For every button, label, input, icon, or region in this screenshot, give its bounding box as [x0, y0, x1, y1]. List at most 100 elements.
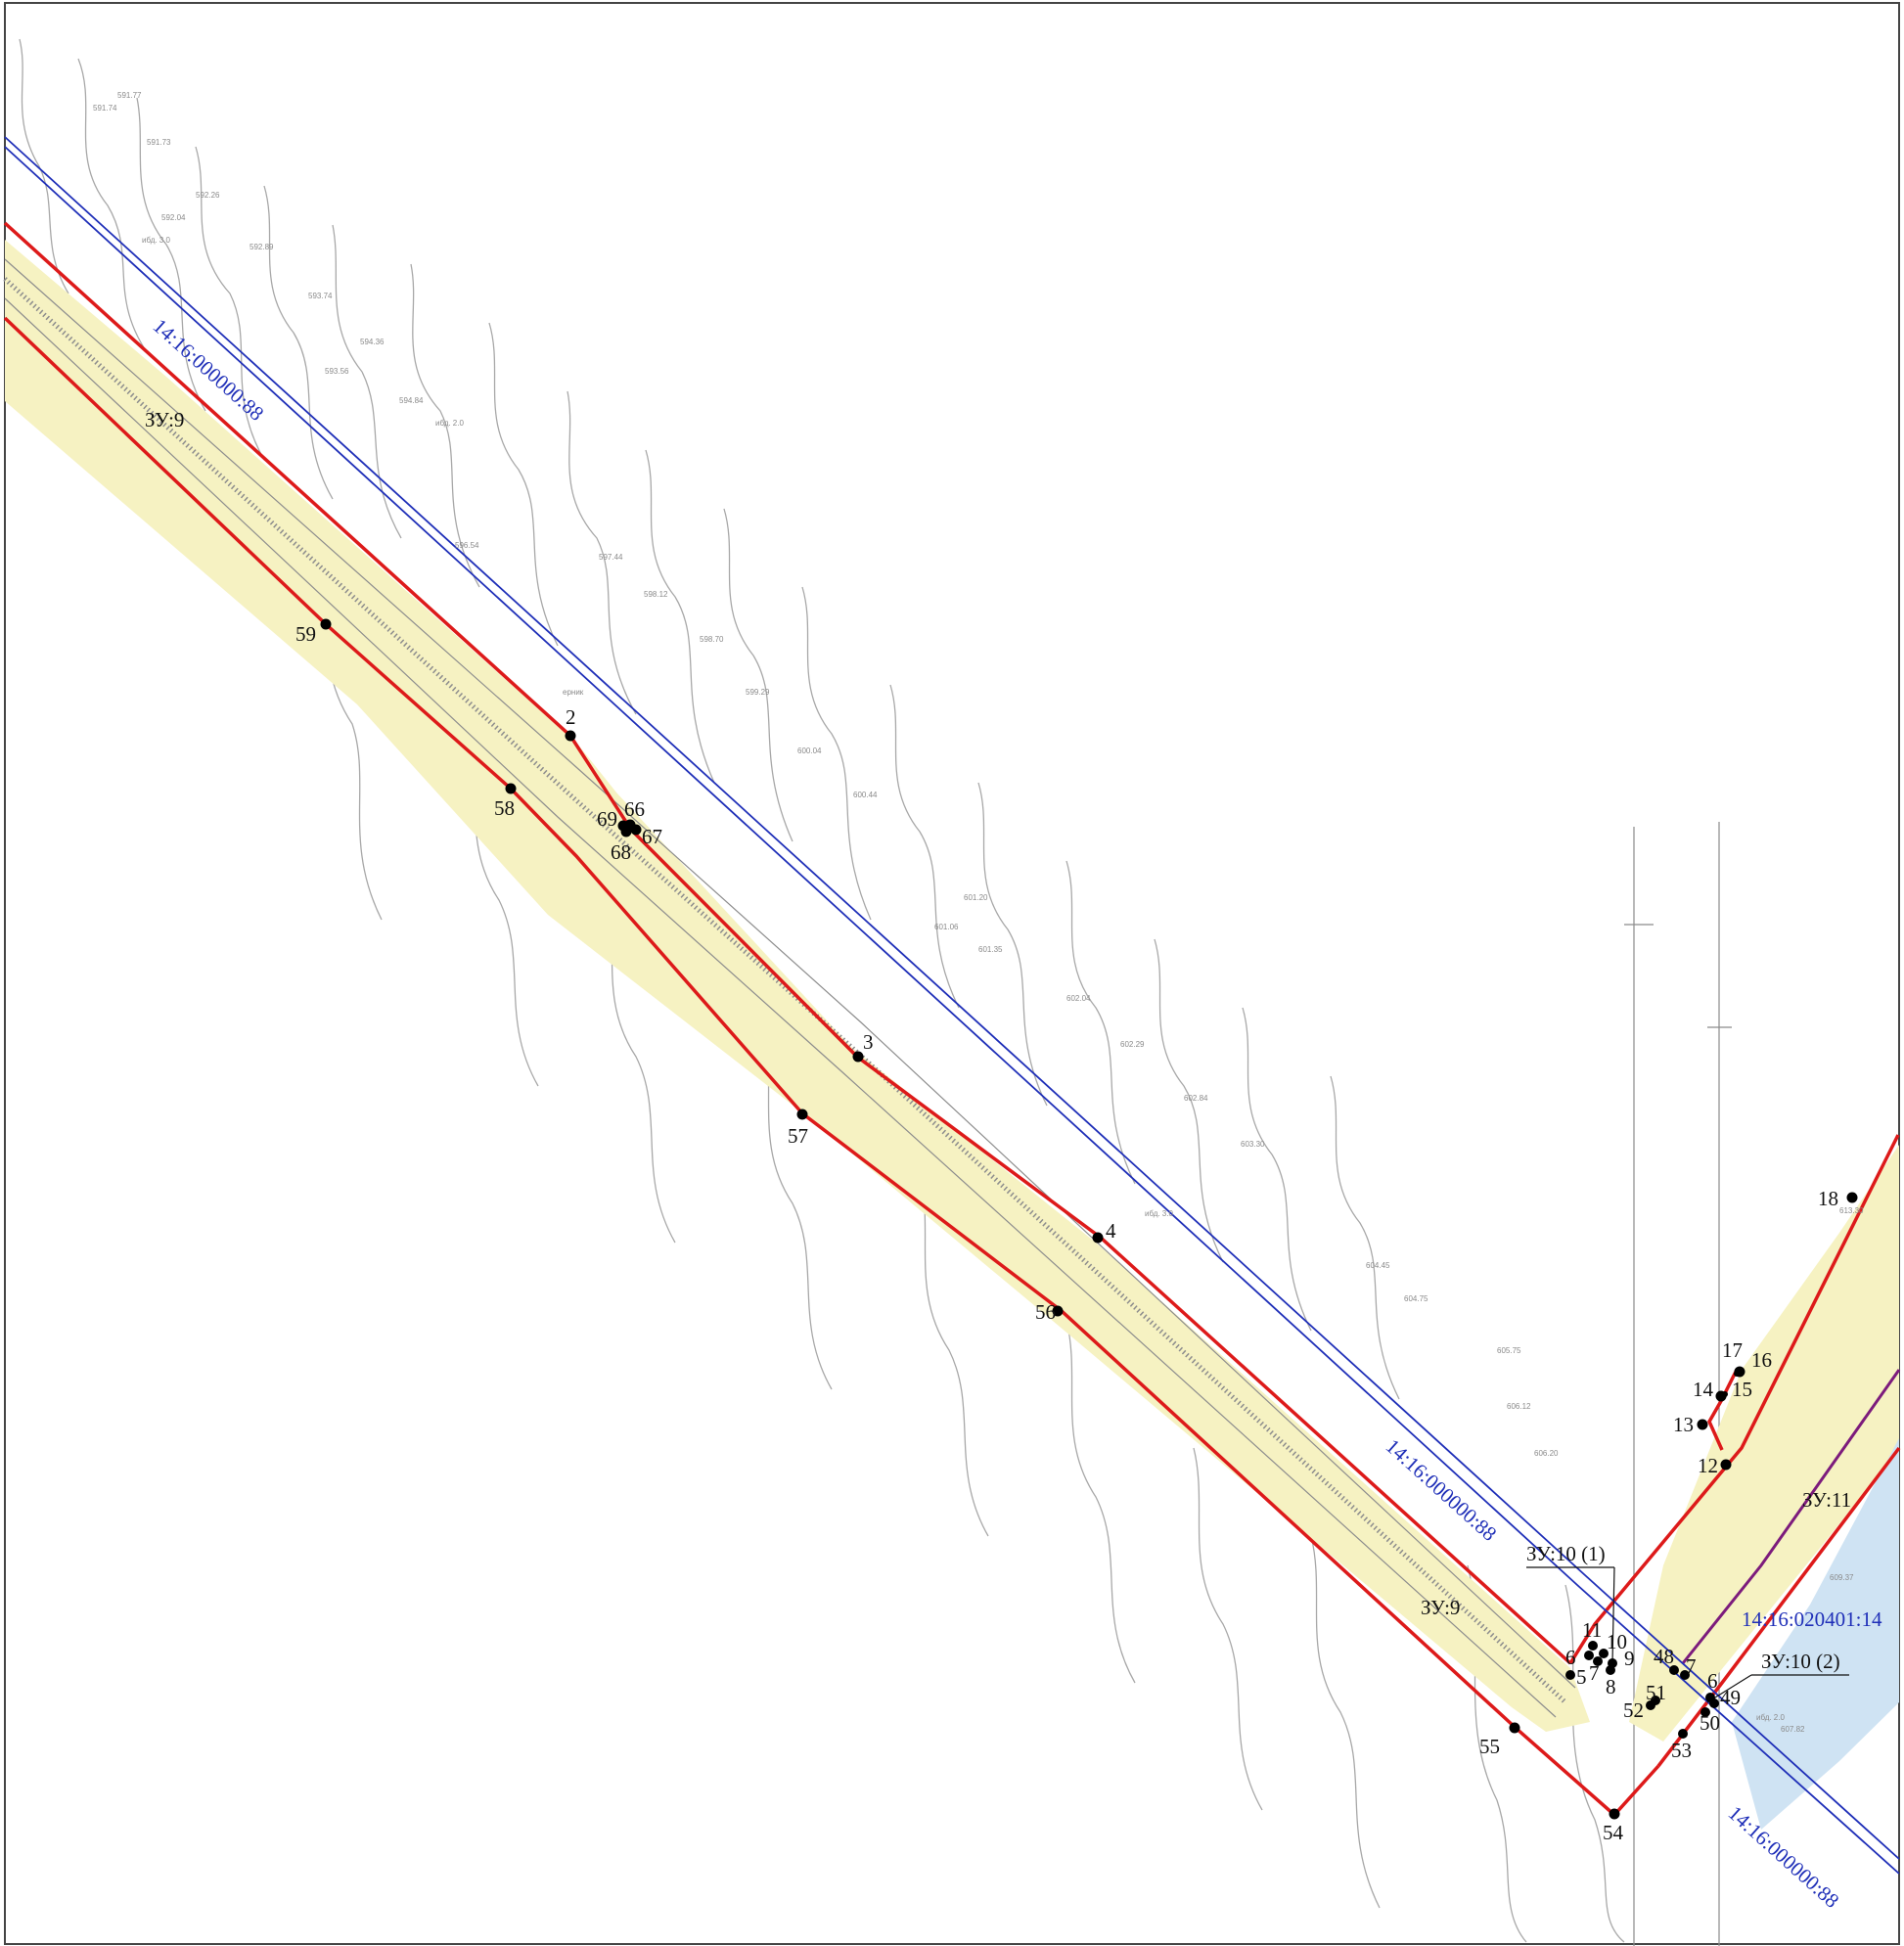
survey-point: [1593, 1656, 1603, 1666]
elevation-mark: 604.45: [1366, 1261, 1390, 1270]
elevation-mark: 592.26: [196, 191, 220, 200]
survey-point: [630, 824, 642, 836]
elevation-marks: 591.77 591.74 591.73 592.26 592.04 592.8…: [93, 91, 1864, 1734]
contour-line: [77, 58, 148, 353]
elevation-mark: 613.30: [1839, 1206, 1864, 1215]
contour-line: [723, 508, 793, 842]
zone-label: ЗУ:9: [145, 408, 184, 431]
corridor-fill-east: [1629, 1145, 1899, 1742]
point-label: 6: [1707, 1669, 1718, 1693]
point-label: 11: [1582, 1618, 1602, 1642]
point-label: 14: [1693, 1378, 1714, 1401]
contour-line: [195, 146, 265, 461]
survey-point: [1609, 1808, 1620, 1820]
point-label: 54: [1603, 1821, 1624, 1844]
survey-point: [1720, 1459, 1732, 1471]
point-label: 3: [863, 1030, 874, 1054]
point-label: 68: [611, 840, 631, 864]
survey-point: [1584, 1651, 1594, 1660]
point-label: 53: [1671, 1739, 1692, 1762]
cadastral-line-1: [4, 136, 1900, 1860]
elevation-mark: 594.84: [399, 396, 424, 405]
survey-point: [1709, 1698, 1719, 1708]
point-label: 12: [1698, 1454, 1718, 1477]
point-label: 50: [1700, 1711, 1720, 1735]
survey-point: [1697, 1419, 1708, 1430]
point-label: 13: [1673, 1413, 1694, 1436]
map-frame: [4, 2, 1900, 1945]
contour-line: [1193, 1447, 1263, 1811]
survey-notes: ибд. 3.0 ибд. 2.0 ерник ибд. 3.0 ибд. 2.…: [142, 236, 1785, 1722]
point-label: 57: [788, 1124, 808, 1148]
survey-point: [796, 1109, 808, 1120]
zone-label: ЗУ:10 (1): [1526, 1542, 1606, 1565]
contour-line: [567, 390, 637, 715]
point-label: 67: [642, 825, 662, 848]
survey-note: ибд. 3.0: [1145, 1209, 1173, 1218]
survey-points-east: 12 13 14 15 16 17 18: [1673, 1187, 1858, 1477]
contour-line: [1065, 860, 1136, 1185]
survey-point: [1734, 1371, 1740, 1377]
contour-line: [136, 97, 206, 412]
survey-point: [1052, 1305, 1064, 1317]
point-label: 10: [1607, 1630, 1627, 1653]
elevation-mark: 609.37: [1830, 1573, 1854, 1582]
point-label: 51: [1646, 1681, 1666, 1704]
survey-point: [1509, 1722, 1520, 1734]
elevation-mark: 592.89: [249, 243, 274, 251]
point-label: 52: [1623, 1698, 1644, 1722]
point-label: 56: [1035, 1300, 1056, 1324]
point-label: 15: [1732, 1378, 1752, 1401]
point-label: 4: [1106, 1219, 1116, 1243]
elevation-mark: 603.30: [1241, 1140, 1265, 1149]
survey-note: ибд. 2.0: [1756, 1713, 1785, 1722]
contour-line: [1154, 938, 1224, 1263]
survey-point: [1700, 1707, 1710, 1717]
elevation-mark: 593.56: [325, 367, 349, 376]
contour-line: [801, 586, 872, 921]
survey-point: [1846, 1192, 1858, 1203]
elevation-mark: 591.77: [117, 91, 142, 100]
contour-line: [1065, 1320, 1136, 1684]
survey-point: [320, 618, 332, 630]
zone-label: ЗУ:9: [1421, 1596, 1460, 1619]
water-area: [1732, 1438, 1899, 1830]
contour-line: [263, 185, 334, 500]
survey-point: [1599, 1649, 1609, 1658]
corridor-fill: [5, 240, 1590, 1732]
point-label: 49: [1720, 1686, 1741, 1709]
survey-point: [1092, 1232, 1104, 1244]
survey-note: ибд. 2.0: [435, 419, 464, 428]
point-label: 9: [1624, 1647, 1635, 1670]
elevation-mark: 601.35: [978, 945, 1003, 954]
elevation-mark: 597.44: [599, 553, 623, 562]
survey-point: [1606, 1665, 1615, 1675]
survey-point: [1588, 1641, 1598, 1651]
contour-line: [889, 684, 960, 1009]
point-label: 48: [1654, 1645, 1674, 1668]
zone-label: ЗУ:10 (2): [1761, 1650, 1840, 1673]
elevation-mark: 602.29: [1120, 1040, 1145, 1049]
elevation-mark: 591.74: [93, 104, 117, 113]
elevation-mark: 593.74: [308, 292, 333, 300]
elevation-mark: 598.70: [700, 635, 724, 644]
boundary-east-a: [1568, 1134, 1900, 1664]
boundary-north: [3, 221, 1572, 1665]
survey-point: [1678, 1729, 1688, 1739]
contour-line: [488, 322, 559, 647]
ditch-line: [1681, 1369, 1901, 1664]
contour-line: [1564, 1584, 1625, 1943]
survey-point: [1669, 1665, 1679, 1675]
elevation-mark: 594.36: [360, 338, 385, 346]
point-label: 69: [597, 807, 617, 831]
survey-point: [852, 1051, 864, 1063]
contour-line: [410, 263, 480, 588]
leader-line: [1611, 1566, 1615, 1664]
elevation-mark: 606.12: [1507, 1402, 1531, 1411]
point-label: 6: [1565, 1646, 1576, 1669]
point-label: 2: [566, 705, 576, 729]
survey-point: [617, 820, 629, 832]
elevation-mark: 605.75: [1497, 1346, 1521, 1355]
survey-point: [1722, 1391, 1728, 1397]
